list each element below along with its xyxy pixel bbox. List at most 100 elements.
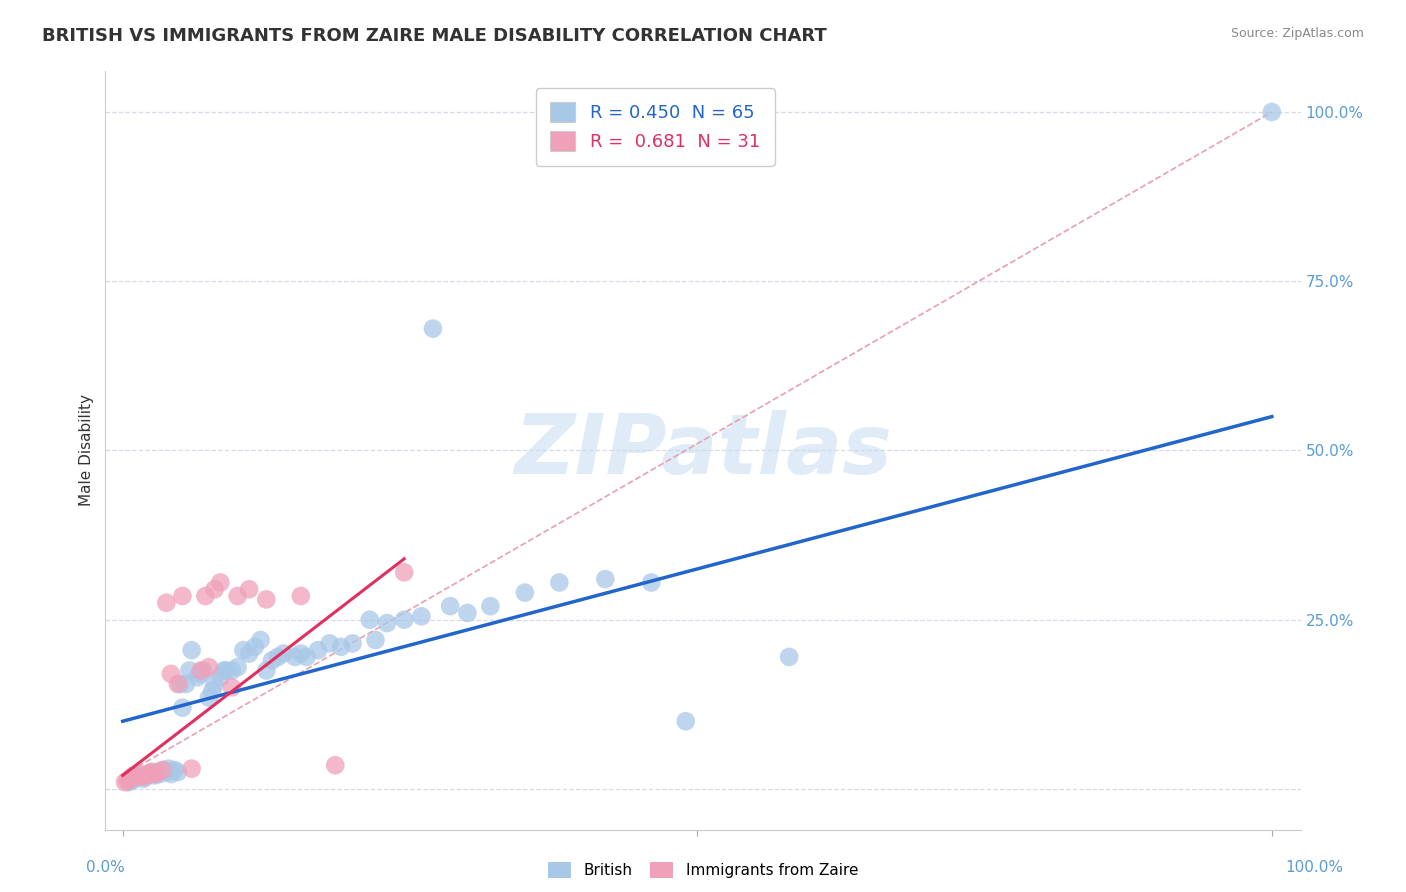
Point	[595, 572, 617, 586]
Point	[146, 764, 169, 779]
Point	[117, 775, 139, 789]
Point	[1261, 105, 1284, 120]
Point	[132, 772, 155, 786]
Point	[155, 764, 177, 779]
Point	[209, 670, 232, 684]
Point	[146, 764, 169, 779]
Point	[215, 664, 238, 678]
Point	[166, 677, 188, 691]
Point	[152, 763, 174, 777]
Point	[212, 664, 235, 678]
Point	[122, 768, 145, 782]
Point	[364, 633, 387, 648]
Point	[778, 649, 800, 664]
Point	[155, 596, 177, 610]
Point	[169, 677, 191, 691]
Point	[238, 647, 260, 661]
Point	[121, 770, 143, 784]
Point	[114, 775, 136, 789]
Point	[148, 767, 170, 781]
Point	[121, 773, 143, 788]
Point	[456, 606, 478, 620]
Point	[141, 764, 163, 779]
Text: 100.0%: 100.0%	[1285, 860, 1344, 874]
Point	[179, 664, 201, 678]
Point	[273, 647, 295, 661]
Point	[198, 690, 221, 705]
Point	[174, 677, 197, 691]
Point	[249, 633, 271, 648]
Point	[152, 763, 174, 777]
Point	[221, 664, 243, 678]
Point	[125, 770, 148, 784]
Point	[160, 767, 183, 781]
Point	[221, 681, 243, 695]
Point	[290, 647, 312, 661]
Text: 0.0%: 0.0%	[86, 860, 125, 874]
Point	[548, 575, 571, 590]
Point	[295, 649, 318, 664]
Point	[267, 649, 290, 664]
Point	[160, 666, 183, 681]
Point	[204, 677, 226, 691]
Point	[141, 764, 163, 779]
Point	[180, 643, 202, 657]
Legend: R = 0.450  N = 65, R =  0.681  N = 31: R = 0.450 N = 65, R = 0.681 N = 31	[536, 88, 775, 166]
Point	[198, 660, 221, 674]
Point	[232, 643, 254, 657]
Point	[166, 764, 188, 779]
Point	[163, 763, 186, 777]
Point	[194, 589, 217, 603]
Text: ZIPatlas: ZIPatlas	[515, 410, 891, 491]
Text: Source: ZipAtlas.com: Source: ZipAtlas.com	[1230, 27, 1364, 40]
Point	[640, 575, 662, 590]
Point	[513, 585, 536, 599]
Point	[191, 664, 214, 678]
Point	[284, 649, 307, 664]
Point	[129, 767, 152, 781]
Point	[129, 768, 152, 782]
Point	[290, 589, 312, 603]
Point	[394, 613, 416, 627]
Point	[135, 770, 157, 784]
Point	[186, 670, 208, 684]
Point	[135, 768, 157, 782]
Point	[118, 772, 141, 786]
Point	[209, 575, 232, 590]
Point	[122, 772, 145, 786]
Point	[143, 768, 166, 782]
Y-axis label: Male Disability: Male Disability	[79, 394, 94, 507]
Point	[125, 770, 148, 784]
Point	[143, 767, 166, 781]
Point	[330, 640, 353, 654]
Legend: British, Immigrants from Zaire: British, Immigrants from Zaire	[541, 856, 865, 884]
Point	[318, 636, 340, 650]
Point	[323, 758, 346, 772]
Point	[136, 767, 159, 781]
Point	[342, 636, 364, 650]
Point	[238, 582, 260, 597]
Point	[243, 640, 266, 654]
Point	[359, 613, 381, 627]
Point	[204, 582, 226, 597]
Point	[190, 664, 212, 678]
Point	[262, 653, 284, 667]
Point	[675, 714, 697, 729]
Point	[226, 589, 249, 603]
Point	[132, 770, 155, 784]
Point	[180, 762, 202, 776]
Point	[172, 700, 194, 714]
Point	[254, 664, 277, 678]
Point	[201, 683, 224, 698]
Point	[117, 773, 139, 788]
Point	[394, 566, 416, 580]
Point	[439, 599, 461, 614]
Point	[479, 599, 502, 614]
Point	[136, 767, 159, 781]
Point	[411, 609, 433, 624]
Point	[422, 321, 444, 335]
Point	[226, 660, 249, 674]
Point	[254, 592, 277, 607]
Point	[190, 666, 212, 681]
Point	[157, 762, 180, 776]
